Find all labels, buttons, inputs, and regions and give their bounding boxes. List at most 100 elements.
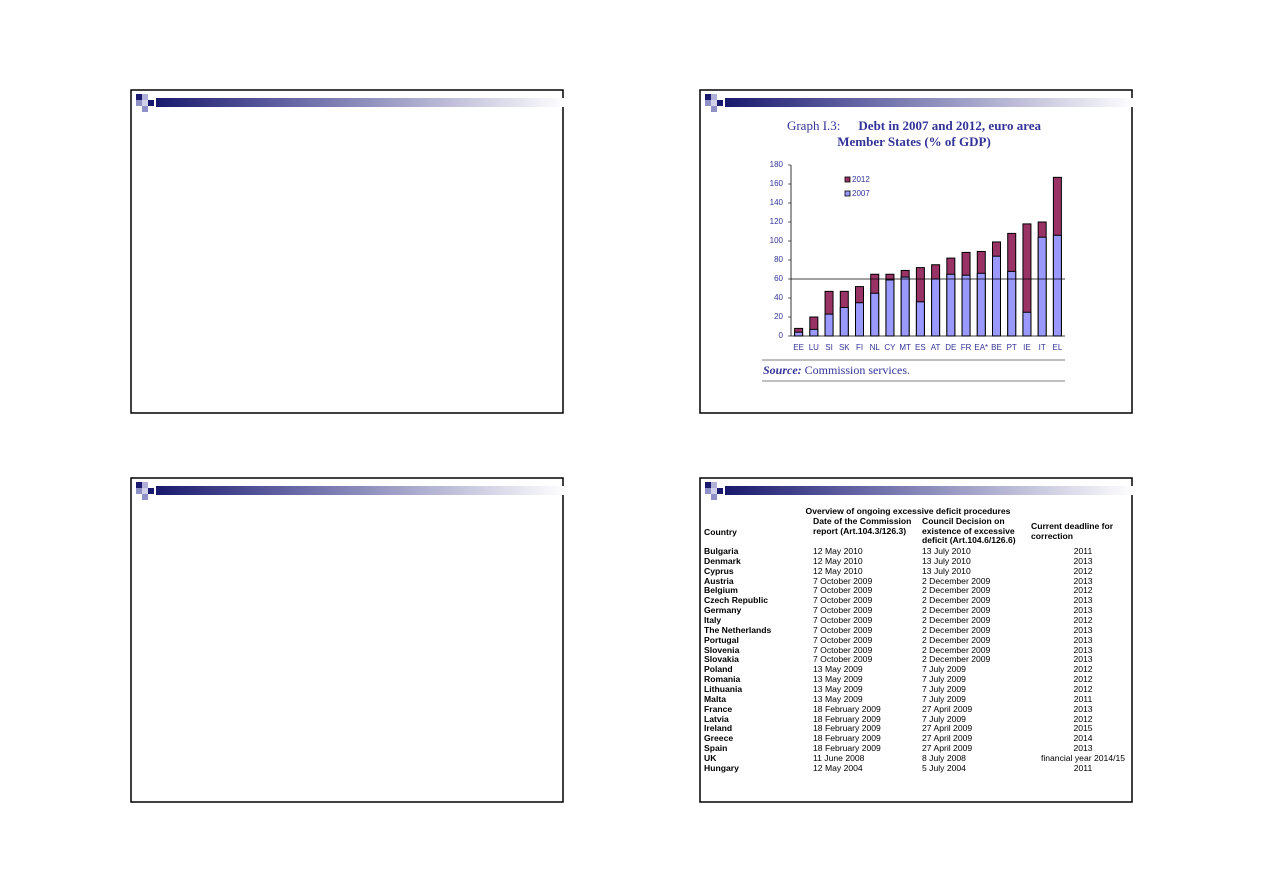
bar [824,313,834,337]
table-header: Country [704,527,737,537]
table-cell: 2013 [1073,605,1093,616]
table-cell: 2013 [1073,654,1093,665]
table-cell: 2012 [1073,615,1093,626]
table-cell: Slovenia [704,644,740,655]
table-cell: 12 May 2010 [813,555,863,566]
table-cell: Portugal [704,634,739,645]
table-cell: 5 July 2004 [922,762,966,773]
table-cell: 2 December 2009 [922,585,991,596]
table-cell: 2012 [1073,684,1093,695]
table-cell: Greece [704,733,734,744]
table-cell: Malta [704,693,726,704]
x-tick-label: EA* [974,343,988,352]
table-cell: 2011 [1073,693,1093,704]
table-cell: Ireland [704,723,733,734]
slide-decoration [136,482,566,500]
y-tick-label: 20 [774,312,783,321]
chart-source: Source: Commission services. [763,363,910,378]
slide-decoration [705,482,1135,500]
table-cell: Spain [704,743,728,754]
table-header: Current deadline for correction [1031,521,1114,541]
table-cell: Italy [704,615,722,626]
x-tick-label: SI [825,343,833,352]
chart-title: Graph I.3: Debt in 2007 and 2012, euro ar… [768,118,1060,150]
y-tick-label: 140 [770,198,784,207]
bar [855,302,864,337]
bar [915,301,925,337]
table-cell: 7 July 2009 [922,693,966,704]
x-tick-label: AT [931,343,941,352]
y-tick-label: 100 [770,236,784,245]
table-title: Overview of ongoing excessive deficit pr… [805,506,1011,516]
table-cell: 2012 [1073,565,1093,576]
x-tick-label: BE [991,343,1002,352]
x-tick-label: CY [884,343,896,352]
table-cell: Romania [704,674,741,685]
slide [699,89,1133,414]
y-tick-label: 120 [770,217,784,226]
table-cell: 11 June 2008 [813,753,865,764]
table-cell: 27 April 2009 [922,703,973,714]
table-cell: 18 February 2009 [813,723,881,734]
x-tick-label: EL [1052,343,1062,352]
table-cell: 2 December 2009 [922,575,991,586]
x-tick-label: LU [809,343,819,352]
x-tick-label: FI [856,343,863,352]
table-cell: 2 December 2009 [922,595,991,606]
bar [992,255,1001,337]
table-cell: 7 July 2009 [922,713,966,724]
bar [809,328,819,337]
table-cell: 18 February 2009 [813,713,881,724]
table-cell: 13 May 2009 [813,693,863,704]
table-cell: 2013 [1073,595,1093,606]
table-cell: 7 October 2009 [813,595,873,606]
table-cell: 12 May 2004 [813,762,863,773]
table-cell: UK [704,753,717,764]
table-cell: Czech Republic [704,595,768,606]
source-text: Commission services. [804,363,910,377]
table-cell: France [704,703,733,714]
table-cell: 2013 [1073,644,1093,655]
bar [900,276,910,337]
x-tick-label: NL [870,343,881,352]
y-tick-label: 0 [779,331,784,340]
table-cell: 13 July 2010 [922,555,971,566]
table-cell: 2013 [1073,634,1093,645]
table-cell: Denmark [704,555,741,566]
bar [1037,236,1047,337]
table-cell: 27 April 2009 [922,743,973,754]
legend-swatch [844,190,851,197]
table-cell: The Netherlands [704,624,772,635]
legend-label: 2012 [852,175,870,184]
y-tick-label: 80 [774,255,783,264]
y-tick-label: 60 [774,274,783,283]
y-tick-label: 40 [774,293,783,302]
x-tick-label: MT [899,343,911,352]
x-tick-label: ES [915,343,926,352]
source-label: Source: [763,363,802,377]
table-cell: 13 May 2009 [813,674,863,685]
table-cell: 2013 [1073,703,1093,714]
slide [130,89,564,414]
table-cell: Latvia [704,713,729,724]
table-cell: 2 December 2009 [922,624,991,635]
bar [1022,311,1032,337]
table-cell: 12 May 2010 [813,546,863,556]
table-cell: 18 February 2009 [813,703,881,714]
table-cell: 27 April 2009 [922,723,973,734]
slide-decoration [136,94,566,112]
table-cell: 2013 [1073,624,1093,635]
table-header: Council Decision on existence of excessi… [922,516,1016,546]
bar [976,272,986,337]
bar [885,279,895,337]
bar [946,273,956,337]
table-cell: 12 May 2010 [813,565,863,576]
table-cell: 2014 [1073,733,1093,744]
bar [839,307,849,337]
slide-decoration [705,94,1135,112]
y-tick-label: 180 [770,160,784,169]
table-cell: Bulgaria [704,546,739,556]
table-cell: Cyprus [704,565,734,576]
table-cell: Slovakia [704,654,739,665]
x-tick-label: PT [1007,343,1017,352]
